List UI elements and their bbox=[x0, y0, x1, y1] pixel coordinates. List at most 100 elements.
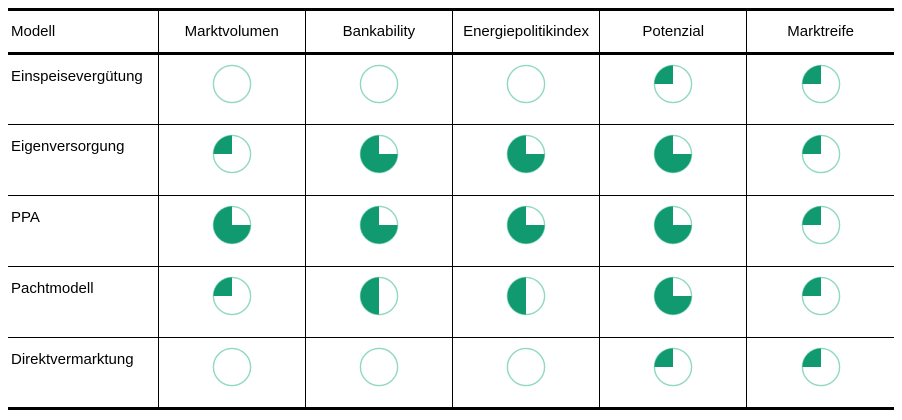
harvey-ball-icon bbox=[212, 64, 252, 104]
harvey-ball-cell bbox=[599, 195, 747, 267]
harvey-ball-icon bbox=[801, 64, 840, 104]
column-header-0: Modell bbox=[8, 8, 159, 55]
harvey-ball-icon bbox=[506, 347, 546, 387]
harvey-ball-outline bbox=[801, 276, 840, 316]
harvey-ball-icon bbox=[359, 205, 399, 245]
table-row: Eigenversorgung bbox=[8, 124, 894, 196]
harvey-ball-cell bbox=[746, 266, 894, 338]
harvey-ball-icon bbox=[212, 347, 252, 387]
harvey-ball-icon bbox=[506, 64, 546, 104]
harvey-ball-icon bbox=[506, 134, 546, 174]
harvey-ball-fill bbox=[507, 135, 545, 173]
row-label: Einspeisevergütung bbox=[8, 53, 159, 125]
column-header-3: Energiepolitikindex bbox=[451, 8, 600, 55]
harvey-ball-outline bbox=[506, 347, 546, 387]
harvey-ball-fill bbox=[213, 277, 232, 296]
harvey-ball-icon bbox=[359, 276, 399, 316]
harvey-ball-cell bbox=[451, 337, 600, 410]
harvey-ball-cell bbox=[157, 337, 306, 410]
harvey-ball-icon bbox=[801, 276, 840, 316]
harvey-ball-outline bbox=[212, 134, 252, 174]
harvey-ball-outline bbox=[359, 276, 399, 316]
harvey-ball-outline bbox=[212, 276, 252, 316]
harvey-ball-fill bbox=[507, 206, 545, 244]
harvey-ball-cell bbox=[157, 124, 306, 196]
harvey-ball-cell bbox=[304, 266, 453, 338]
harvey-ball-icon bbox=[653, 205, 693, 245]
table-body: Einspeisevergütung Eigenversorgung PPA Pach… bbox=[8, 53, 894, 410]
harvey-ball-fill bbox=[213, 135, 232, 154]
harvey-ball-outline bbox=[801, 64, 840, 104]
model-comparison-table: Modell Marktvolumen Bankability Energiepoli… bbox=[8, 8, 894, 410]
harvey-ball-outline bbox=[212, 205, 252, 245]
column-header-1: Marktvolumen bbox=[157, 8, 306, 55]
table-row: PPA bbox=[8, 195, 894, 267]
harvey-ball-icon bbox=[801, 134, 840, 174]
harvey-ball-cell bbox=[451, 124, 600, 196]
harvey-ball-outline bbox=[212, 347, 252, 387]
harvey-ball-outline bbox=[506, 64, 546, 104]
harvey-ball-cell bbox=[746, 337, 894, 410]
row-label: Direktvermarktung bbox=[8, 337, 159, 410]
harvey-ball-cell bbox=[451, 266, 600, 338]
harvey-ball-fill bbox=[802, 348, 821, 367]
harvey-ball-outline bbox=[801, 347, 840, 387]
column-header-2: Bankability bbox=[304, 8, 453, 55]
harvey-ball-outline bbox=[359, 347, 399, 387]
harvey-ball-icon bbox=[506, 205, 546, 245]
harvey-ball-cell bbox=[746, 53, 894, 125]
harvey-ball-cell bbox=[304, 337, 453, 410]
column-header-4: Potenzial bbox=[599, 8, 747, 55]
row-label: Pachtmodell bbox=[8, 266, 159, 338]
harvey-ball-outline bbox=[506, 276, 546, 316]
harvey-ball-cell bbox=[746, 195, 894, 267]
row-label: Eigenversorgung bbox=[8, 124, 159, 196]
row-label: PPA bbox=[8, 195, 159, 267]
table-row: Pachtmodell bbox=[8, 266, 894, 338]
harvey-ball-outline bbox=[801, 134, 840, 174]
harvey-ball-fill bbox=[360, 135, 398, 173]
harvey-ball-icon bbox=[801, 347, 840, 387]
harvey-ball-icon bbox=[359, 134, 399, 174]
table-row: Einspeisevergütung bbox=[8, 53, 894, 125]
harvey-ball-fill bbox=[802, 277, 821, 296]
harvey-ball-fill bbox=[654, 135, 692, 173]
harvey-ball-outline bbox=[212, 64, 252, 104]
harvey-ball-icon bbox=[359, 64, 399, 104]
harvey-ball-fill bbox=[802, 135, 821, 154]
harvey-ball-cell bbox=[746, 124, 894, 196]
harvey-ball-cell bbox=[157, 195, 306, 267]
harvey-ball-fill bbox=[654, 65, 674, 84]
harvey-ball-icon bbox=[653, 276, 693, 316]
harvey-ball-icon bbox=[212, 134, 252, 174]
harvey-ball-cell bbox=[599, 337, 747, 410]
harvey-ball-fill bbox=[654, 348, 674, 367]
harvey-ball-cell bbox=[599, 266, 747, 338]
column-header-5: Marktreife bbox=[746, 8, 894, 55]
harvey-ball-outline bbox=[359, 134, 399, 174]
harvey-ball-icon bbox=[506, 276, 546, 316]
harvey-ball-outline bbox=[359, 64, 399, 104]
harvey-ball-fill bbox=[802, 65, 821, 84]
table-header: Modell Marktvolumen Bankability Energiepoli… bbox=[8, 8, 894, 55]
harvey-ball-fill bbox=[360, 206, 398, 244]
harvey-ball-icon bbox=[359, 347, 399, 387]
harvey-ball-icon bbox=[653, 134, 693, 174]
harvey-ball-cell bbox=[599, 53, 747, 125]
harvey-ball-icon bbox=[212, 205, 252, 245]
harvey-ball-cell bbox=[157, 266, 306, 338]
harvey-ball-fill bbox=[654, 277, 692, 315]
harvey-ball-outline bbox=[653, 347, 693, 387]
harvey-ball-outline bbox=[801, 205, 840, 245]
harvey-ball-outline bbox=[653, 64, 693, 104]
harvey-ball-fill bbox=[654, 206, 692, 244]
header-row: Modell Marktvolumen Bankability Energiepoli… bbox=[8, 8, 894, 55]
harvey-ball-icon bbox=[801, 205, 840, 245]
harvey-ball-cell bbox=[304, 53, 453, 125]
harvey-ball-fill bbox=[360, 277, 379, 315]
harvey-ball-cell bbox=[157, 53, 306, 125]
harvey-ball-fill bbox=[507, 277, 527, 315]
harvey-ball-outline bbox=[359, 205, 399, 245]
harvey-ball-cell bbox=[304, 195, 453, 267]
